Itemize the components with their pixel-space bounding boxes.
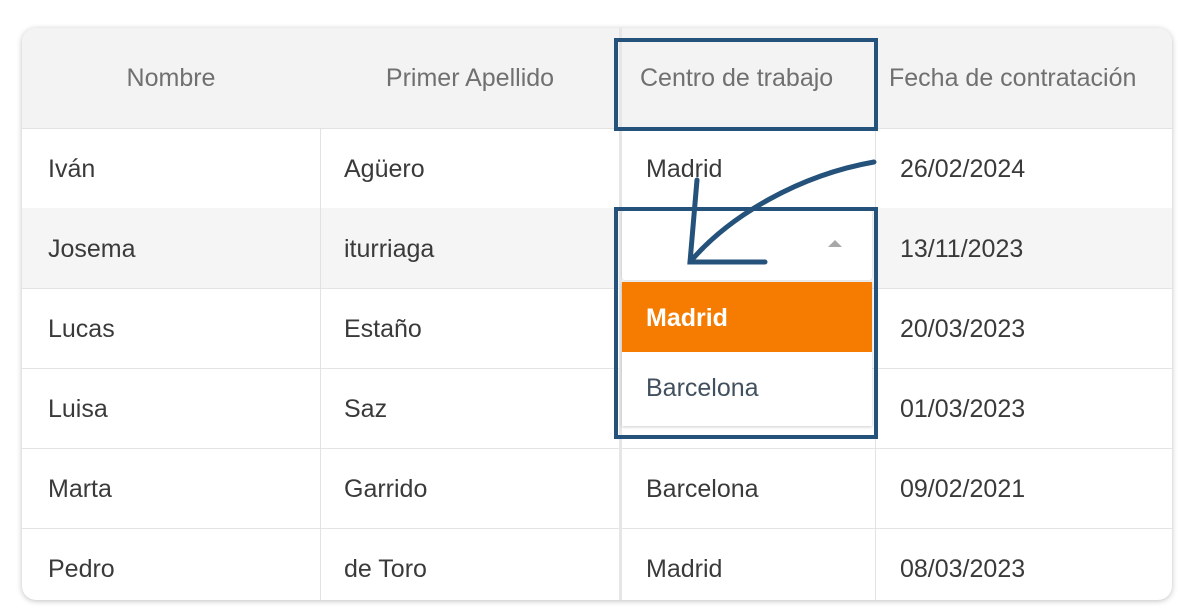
table-cell[interactable]: 01/03/2023 [900,395,1026,423]
table-row[interactable]: Josema iturriaga 13/11/2023 [22,208,1172,289]
table-cell[interactable]: Madrid [646,155,723,183]
employee-table: Nombre Primer Apellido Centro de trabajo… [22,28,1172,600]
column-header-centro[interactable]: Centro de trabajo [640,64,834,92]
table-row[interactable]: Marta Garrido Barcelona 09/02/2021 [22,448,1172,529]
divider [320,128,321,600]
table-cell[interactable]: 20/03/2023 [900,315,1026,343]
table-cell[interactable]: 26/02/2024 [900,155,1026,183]
table-cell[interactable]: Iván [48,155,96,183]
highlight-box-header [614,38,878,131]
table-cell[interactable]: Barcelona [646,475,759,503]
table-cell[interactable]: 09/02/2021 [900,475,1026,503]
column-header-fecha[interactable]: Fecha de contratación [889,64,1137,92]
table-row[interactable]: Pedro de Toro Madrid 08/03/2023 [22,528,1172,600]
table-header: Nombre Primer Apellido Centro de trabajo… [22,28,1172,129]
table-cell[interactable]: Josema [48,235,136,263]
highlight-box-dropdown [614,207,878,439]
table-row[interactable]: Lucas Estaño 20/03/2023 [22,288,1172,369]
table-cell[interactable]: iturriaga [344,235,435,263]
table-row[interactable]: Luisa Saz 01/03/2023 [22,368,1172,449]
table-cell[interactable]: 13/11/2023 [900,235,1024,263]
caret-up-icon[interactable] [828,240,842,247]
table-cell[interactable]: Luisa [48,395,108,423]
column-header-nombre[interactable]: Nombre [126,64,216,92]
table-cell[interactable]: Marta [48,475,112,503]
divider [619,28,622,600]
table-cell[interactable]: de Toro [344,555,427,583]
table-cell[interactable]: Estaño [344,315,422,343]
table-cell[interactable]: Agüero [344,155,425,183]
centro-dropdown-list: Madrid Barcelona [622,282,872,426]
table-cell[interactable]: 08/03/2023 [900,555,1026,583]
table-cell[interactable]: Pedro [48,555,115,583]
option-madrid[interactable]: Madrid [622,282,872,352]
table-row[interactable]: Iván Agüero Madrid 26/02/2024 [22,128,1172,209]
table-cell[interactable]: Garrido [344,475,428,503]
table-cell[interactable]: Lucas [48,315,115,343]
column-header-apellido[interactable]: Primer Apellido [385,64,555,92]
table-cell[interactable]: Madrid [646,555,723,583]
option-barcelona[interactable]: Barcelona [646,374,759,402]
table-cell[interactable]: Saz [344,395,388,423]
centro-select[interactable] [622,210,872,280]
